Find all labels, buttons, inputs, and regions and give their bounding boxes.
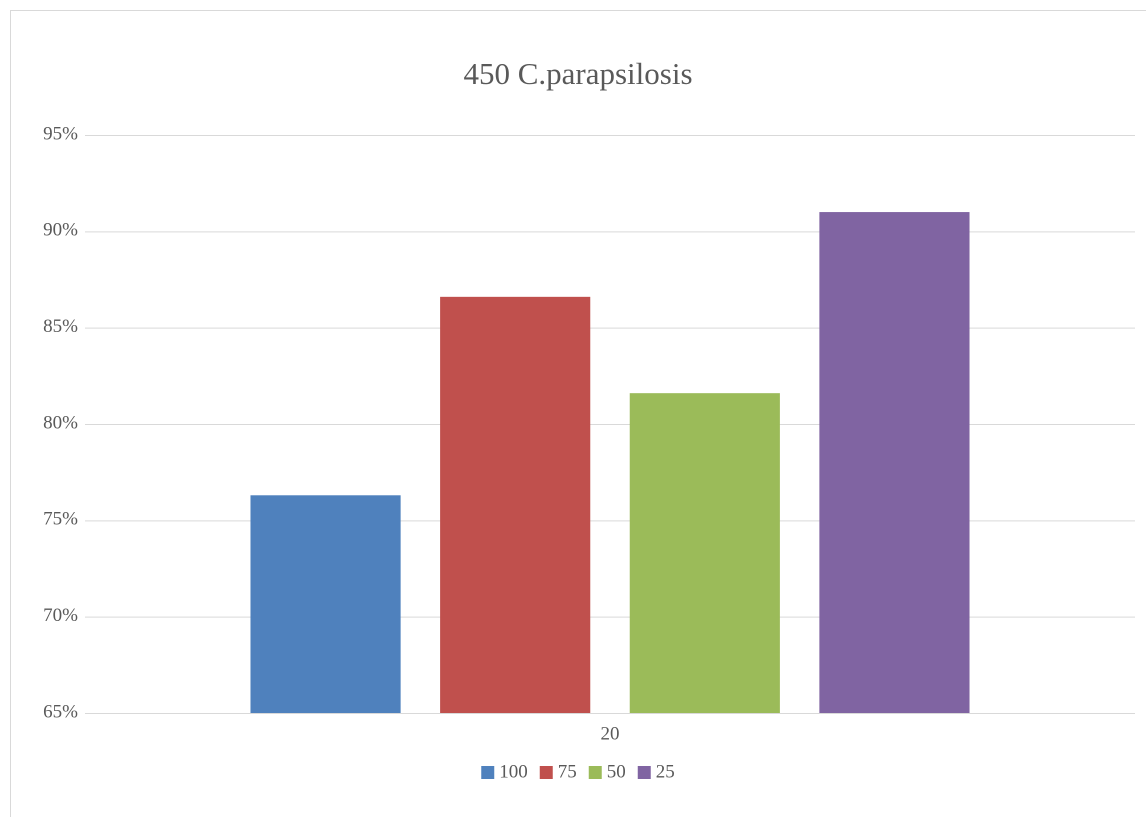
y-tick-label: 85%	[43, 316, 78, 337]
legend-label: 75	[558, 761, 577, 782]
legend-swatch	[637, 766, 651, 779]
y-tick-label: 70%	[43, 605, 78, 626]
bar	[440, 296, 591, 713]
y-tick-label: 75%	[43, 509, 78, 530]
bar	[629, 393, 780, 713]
x-tick-label: 20	[601, 723, 620, 744]
y-tick-label: 95%	[43, 123, 78, 144]
legend-swatch	[539, 766, 553, 779]
chart-title: 450 C.parapsilosis	[463, 56, 692, 91]
legend-label: 100	[499, 761, 528, 782]
legend-label: 50	[607, 761, 626, 782]
legend-swatch	[588, 766, 602, 779]
y-tick-label: 90%	[43, 220, 78, 241]
legend-swatch	[481, 766, 495, 779]
bar	[819, 212, 970, 714]
legend-label: 25	[656, 761, 675, 782]
y-tick-label: 65%	[43, 701, 78, 722]
y-tick-label: 80%	[43, 412, 78, 433]
bar	[250, 495, 401, 713]
